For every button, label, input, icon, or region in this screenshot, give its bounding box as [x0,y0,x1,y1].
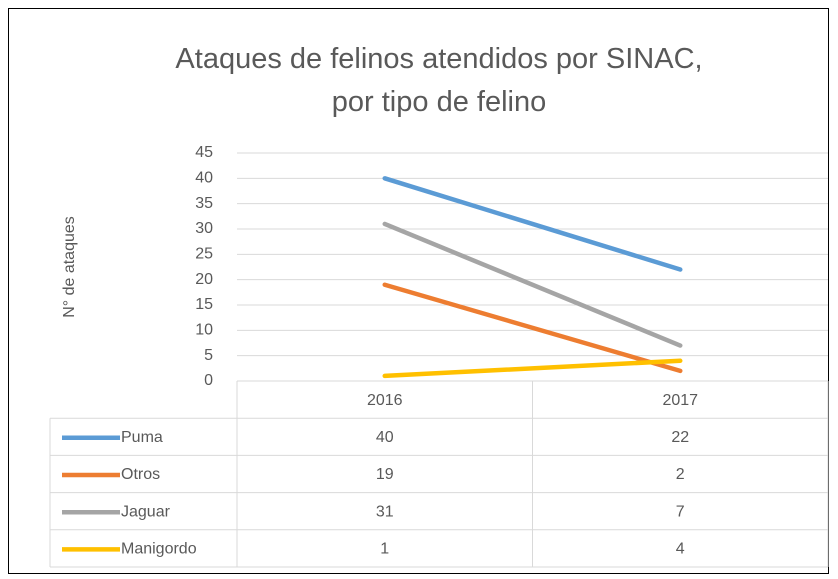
legend-label: Puma [121,429,163,446]
y-tick-label: 15 [195,296,213,313]
y-tick-label: 35 [195,195,213,212]
table-value: 7 [676,503,685,520]
chart-border [8,8,829,574]
legend-label: Otros [121,466,160,483]
chart-title: Ataques de felinos atendidos por SINAC, … [175,43,703,118]
y-axis-label: N° de ataques [61,216,78,318]
table-value: 4 [676,541,685,558]
y-tick-label: 20 [195,271,213,288]
y-tick-label: 0 [204,372,213,389]
series-line [382,176,683,272]
y-tick-label: 30 [195,220,213,237]
table-value: 1 [380,541,389,558]
table-value: 19 [376,466,394,483]
y-tick-label: 25 [195,246,213,263]
table-value: 22 [671,429,689,446]
y-tick-label: 5 [204,347,213,364]
table-value: 31 [376,503,394,520]
table-value: 40 [376,429,394,446]
x-tick-label: 2017 [662,392,698,409]
legend-label: Manigordo [121,541,197,558]
legend-label: Jaguar [121,503,171,520]
y-tick-label: 10 [195,322,213,339]
y-tick-label: 40 [195,170,213,187]
table-value: 2 [676,466,685,483]
y-tick-label: 45 [195,144,213,161]
x-tick-label: 2016 [367,392,403,409]
series-line [382,282,683,374]
series-line [382,221,683,348]
series-line [382,358,683,379]
